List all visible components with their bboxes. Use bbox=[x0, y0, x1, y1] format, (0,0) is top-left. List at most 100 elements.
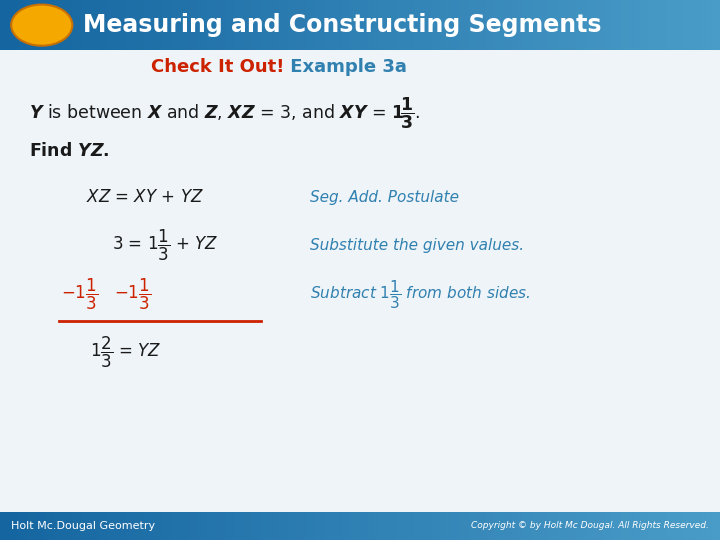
Bar bbox=[648, 512, 657, 540]
Bar bbox=[531, 0, 540, 50]
Bar bbox=[414, 0, 423, 50]
Bar bbox=[27, 512, 36, 540]
Bar bbox=[162, 0, 171, 50]
Bar bbox=[18, 0, 27, 50]
Bar bbox=[18, 512, 27, 540]
Bar bbox=[369, 512, 378, 540]
Bar bbox=[180, 0, 189, 50]
Bar bbox=[81, 0, 90, 50]
Bar bbox=[693, 0, 702, 50]
Bar bbox=[171, 512, 180, 540]
Bar bbox=[558, 0, 567, 50]
Bar bbox=[630, 0, 639, 50]
Text: Substitute the given values.: Substitute the given values. bbox=[310, 238, 523, 253]
Bar bbox=[351, 0, 360, 50]
Bar bbox=[657, 0, 666, 50]
Bar bbox=[288, 512, 297, 540]
Text: 3 = $1\dfrac{1}{3}$ + $\mathit{YZ}$: 3 = $1\dfrac{1}{3}$ + $\mathit{YZ}$ bbox=[112, 228, 218, 264]
Bar bbox=[504, 0, 513, 50]
Bar bbox=[540, 512, 549, 540]
Bar bbox=[360, 0, 369, 50]
Bar bbox=[639, 512, 648, 540]
Bar bbox=[594, 512, 603, 540]
Bar bbox=[504, 512, 513, 540]
Bar bbox=[423, 0, 432, 50]
Ellipse shape bbox=[12, 4, 73, 46]
Bar bbox=[297, 0, 306, 50]
Bar bbox=[657, 512, 666, 540]
Text: Holt Mc.Dougal Geometry: Holt Mc.Dougal Geometry bbox=[11, 521, 155, 531]
Bar bbox=[477, 0, 486, 50]
Bar bbox=[0, 0, 9, 50]
Bar bbox=[594, 0, 603, 50]
Bar bbox=[711, 0, 720, 50]
Bar bbox=[63, 512, 72, 540]
Bar bbox=[90, 0, 99, 50]
Bar bbox=[72, 512, 81, 540]
Bar bbox=[396, 512, 405, 540]
Bar bbox=[414, 512, 423, 540]
Bar bbox=[261, 512, 270, 540]
Bar bbox=[135, 0, 144, 50]
Bar bbox=[441, 0, 450, 50]
Text: $\mathit{XZ}$ = $\mathit{XY}$ + $\mathit{YZ}$: $\mathit{XZ}$ = $\mathit{XY}$ + $\mathit… bbox=[86, 188, 204, 206]
Bar bbox=[639, 0, 648, 50]
Text: $1\dfrac{2}{3}$ = $\mathit{YZ}$: $1\dfrac{2}{3}$ = $\mathit{YZ}$ bbox=[90, 334, 161, 370]
Bar bbox=[612, 0, 621, 50]
Bar bbox=[513, 512, 522, 540]
Bar bbox=[45, 512, 54, 540]
Text: Example 3a: Example 3a bbox=[284, 58, 408, 77]
Bar bbox=[108, 512, 117, 540]
Bar bbox=[612, 512, 621, 540]
Bar bbox=[333, 512, 342, 540]
Bar bbox=[360, 512, 369, 540]
Bar bbox=[153, 512, 162, 540]
Bar bbox=[198, 0, 207, 50]
Bar bbox=[207, 512, 216, 540]
Bar bbox=[297, 512, 306, 540]
Bar bbox=[549, 0, 558, 50]
Bar bbox=[405, 0, 414, 50]
Bar bbox=[99, 512, 108, 540]
Bar bbox=[567, 0, 576, 50]
Bar bbox=[621, 512, 630, 540]
Bar bbox=[243, 512, 252, 540]
Bar bbox=[144, 512, 153, 540]
Bar bbox=[279, 512, 288, 540]
Bar bbox=[531, 512, 540, 540]
Bar bbox=[117, 0, 126, 50]
Text: Find $\bfit{YZ}$.: Find $\bfit{YZ}$. bbox=[29, 142, 109, 160]
Text: Seg. Add. Postulate: Seg. Add. Postulate bbox=[310, 190, 459, 205]
Bar bbox=[207, 0, 216, 50]
Bar bbox=[126, 0, 135, 50]
Bar bbox=[495, 0, 504, 50]
Bar bbox=[63, 0, 72, 50]
Bar bbox=[162, 512, 171, 540]
Bar bbox=[279, 0, 288, 50]
Bar bbox=[27, 0, 36, 50]
Bar bbox=[549, 512, 558, 540]
Bar bbox=[711, 512, 720, 540]
Bar bbox=[45, 0, 54, 50]
Bar bbox=[567, 512, 576, 540]
Bar bbox=[486, 512, 495, 540]
Bar bbox=[153, 0, 162, 50]
Bar bbox=[621, 0, 630, 50]
Bar bbox=[522, 512, 531, 540]
Bar bbox=[189, 0, 198, 50]
Bar bbox=[315, 512, 324, 540]
Bar bbox=[468, 512, 477, 540]
Bar bbox=[306, 0, 315, 50]
Bar bbox=[648, 0, 657, 50]
Bar bbox=[252, 512, 261, 540]
Text: Subtract $1\dfrac{1}{3}$ from both sides.: Subtract $1\dfrac{1}{3}$ from both sides… bbox=[310, 278, 530, 310]
Bar bbox=[315, 0, 324, 50]
Bar bbox=[99, 0, 108, 50]
Bar bbox=[540, 0, 549, 50]
Bar bbox=[576, 0, 585, 50]
Bar bbox=[270, 0, 279, 50]
Bar bbox=[702, 0, 711, 50]
Bar bbox=[450, 512, 459, 540]
Bar bbox=[522, 0, 531, 50]
Bar bbox=[81, 512, 90, 540]
